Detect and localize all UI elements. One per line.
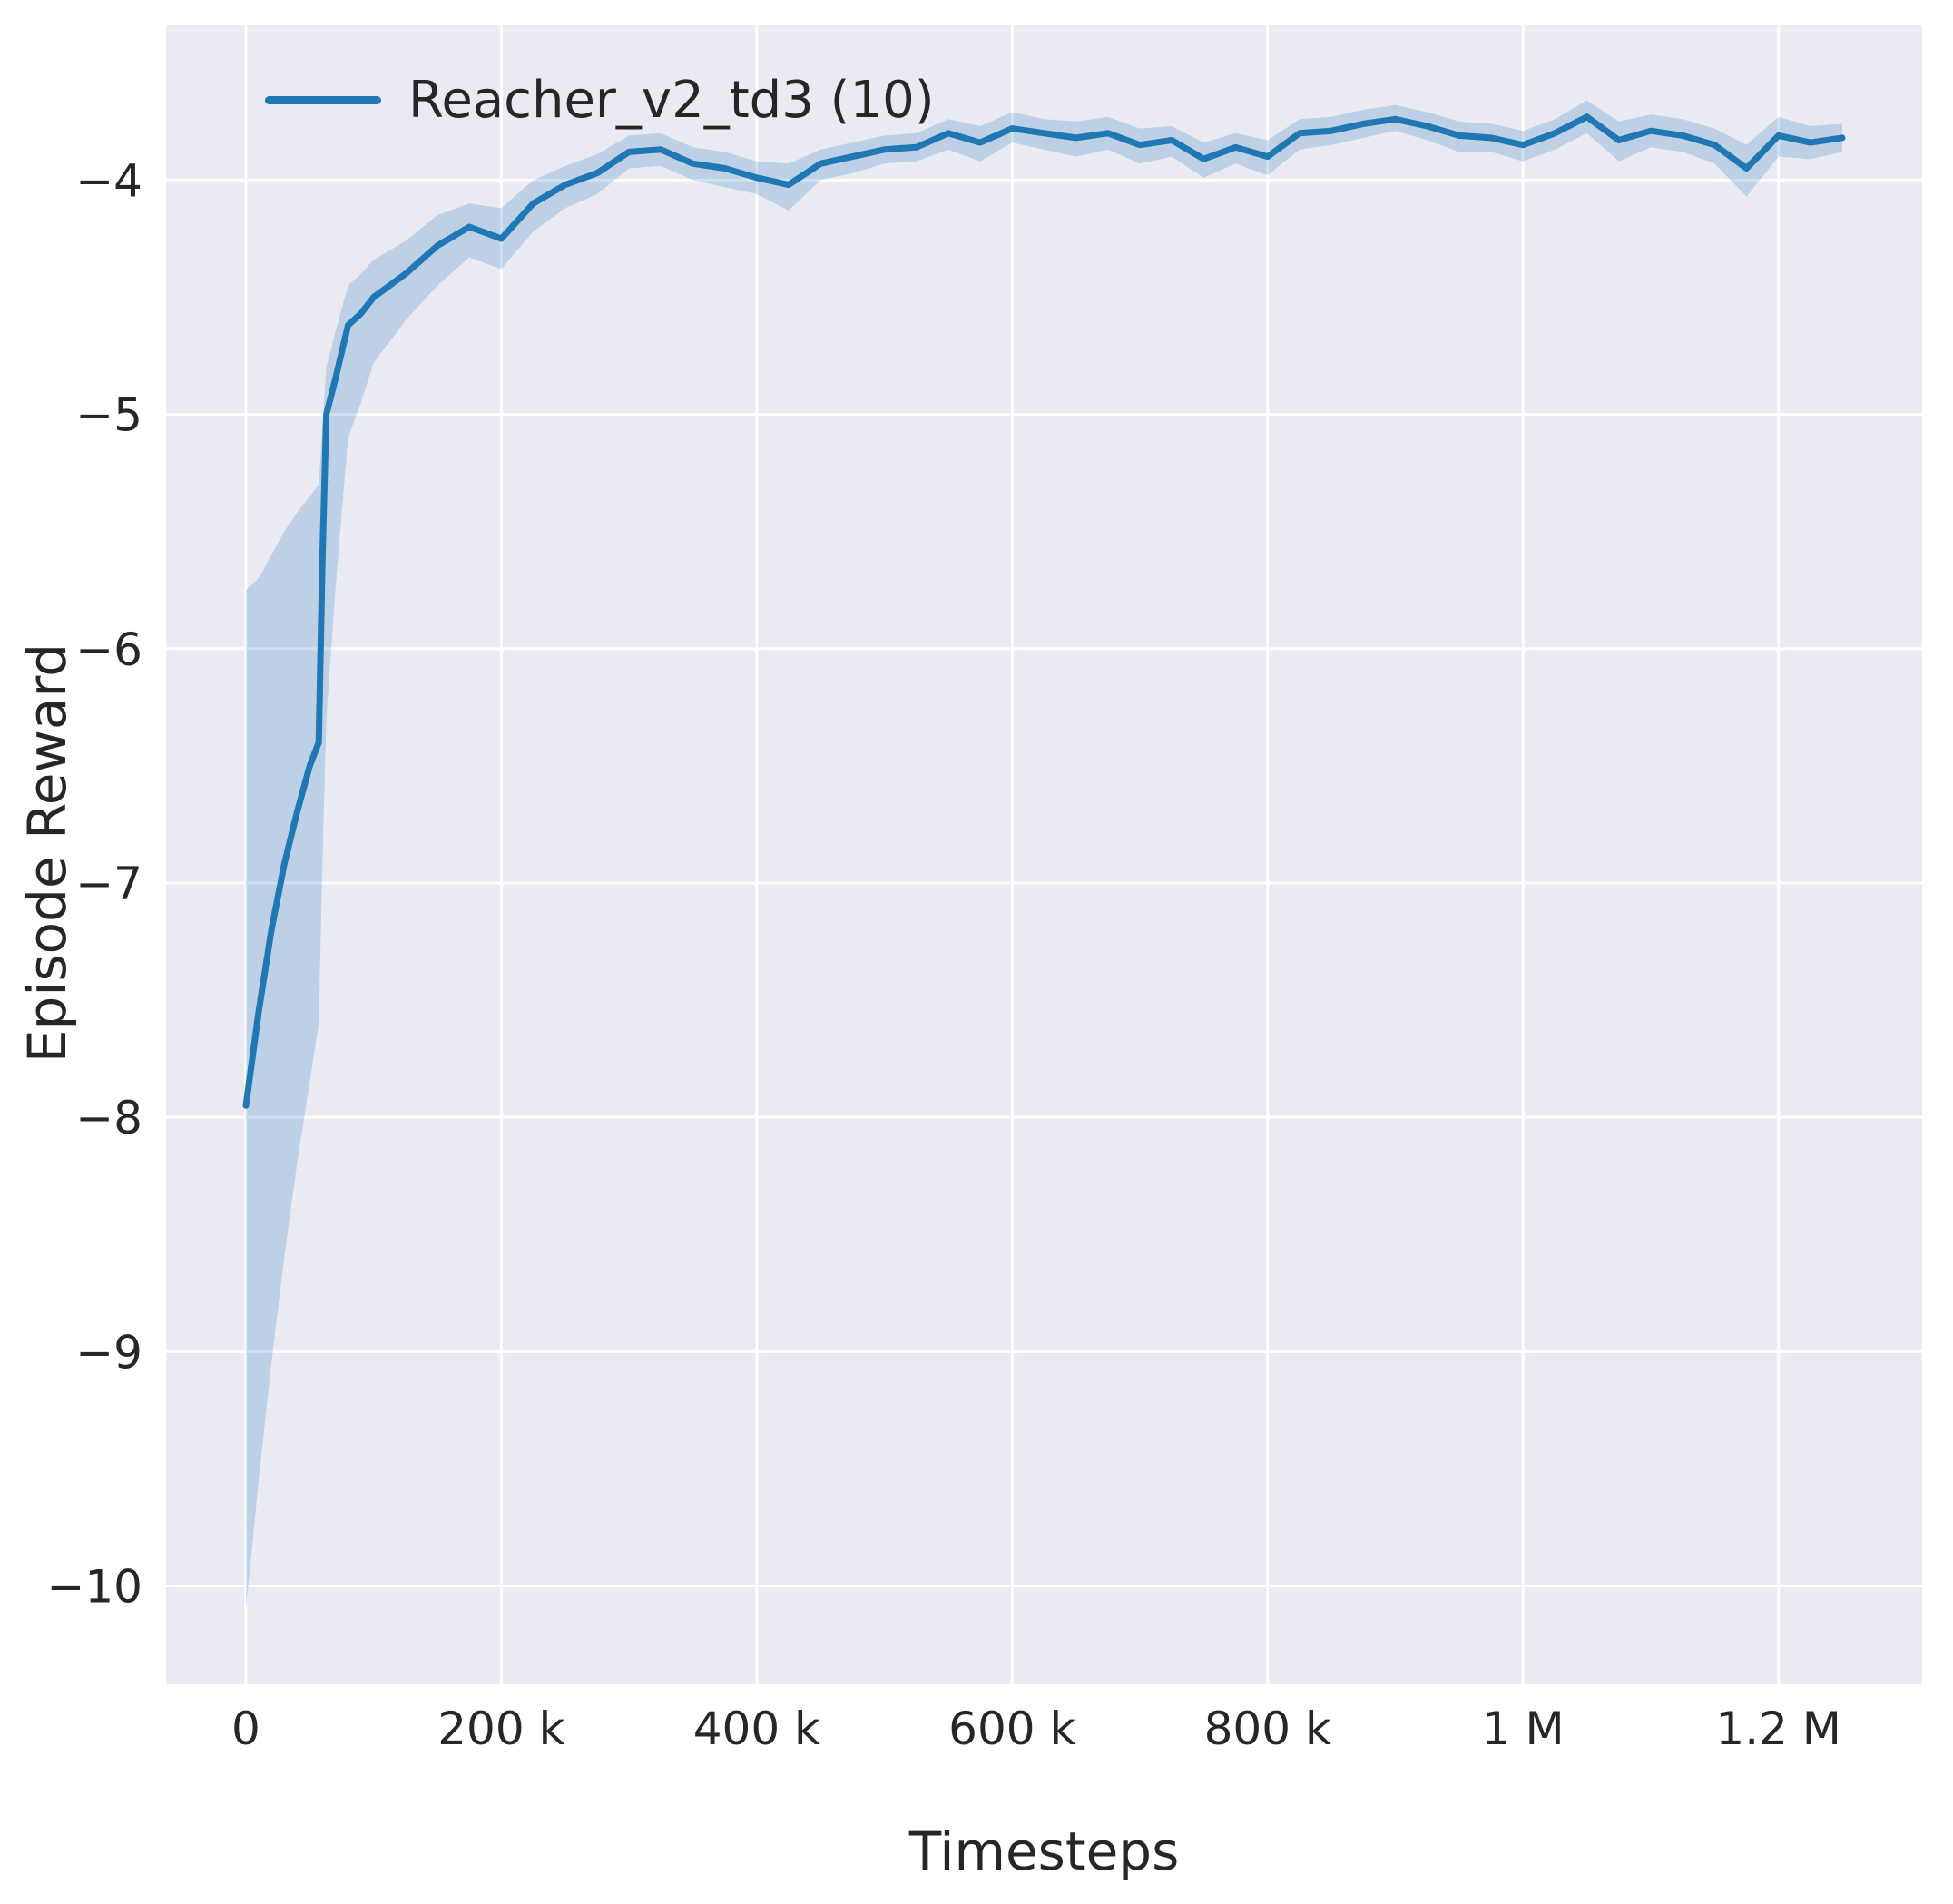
- y-tick-label: −10: [46, 1561, 142, 1614]
- y-tick-label: −7: [75, 858, 142, 910]
- y-tick-label: −6: [75, 623, 142, 676]
- x-tick-label: 400 k: [693, 1703, 820, 1755]
- legend: Reacher_v2_td3 (10): [265, 71, 935, 130]
- y-axis-label: Episode Reward: [16, 643, 78, 1064]
- x-tick-label: 1.2 M: [1715, 1703, 1841, 1755]
- mean-line: [242, 113, 1846, 1109]
- x-tick-label: 200 k: [437, 1703, 564, 1755]
- x-tick-label: 800 k: [1204, 1703, 1331, 1755]
- x-tick-label: 0: [231, 1703, 260, 1755]
- x-axis-label: Timesteps: [908, 1821, 1180, 1882]
- plot-background: [166, 25, 1922, 1684]
- y-tick-label: −4: [75, 154, 142, 207]
- x-tick-label: 600 k: [948, 1703, 1075, 1755]
- x-tick-label: 1 M: [1482, 1703, 1565, 1755]
- legend-line-sample: [265, 96, 381, 104]
- confidence-band: [246, 100, 1842, 1610]
- y-tick-label: −8: [75, 1092, 142, 1144]
- y-tick-label: −5: [75, 389, 142, 442]
- legend-label: Reacher_v2_td3 (10): [408, 71, 935, 130]
- y-tick-label: −9: [75, 1326, 142, 1379]
